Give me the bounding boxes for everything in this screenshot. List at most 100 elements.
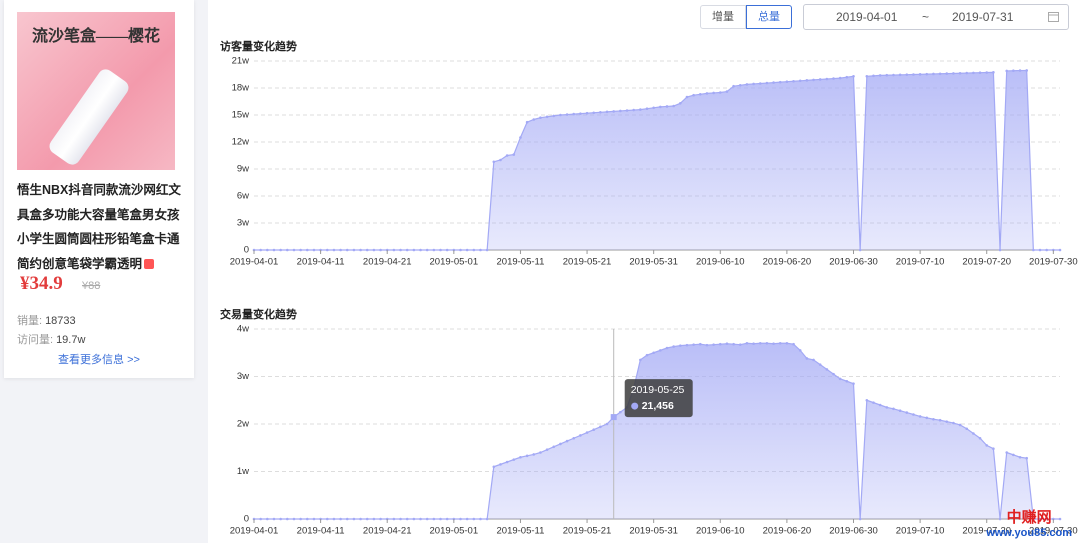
y-tick-label: 21w: [232, 56, 250, 67]
point: [592, 428, 596, 432]
total-button[interactable]: 总量: [746, 5, 792, 29]
point: [725, 342, 729, 346]
x-tick-label: 2019-05-31: [629, 257, 678, 268]
product-title-box: 悟生NBX抖音同款流沙网红文具盒多功能大容量笔盒男女孩小学生圆筒圆柱形铅笔盒卡通…: [17, 178, 183, 276]
point: [412, 248, 416, 252]
point: [399, 517, 402, 521]
tooltip-point: [610, 414, 617, 421]
point: [439, 248, 442, 252]
point: [512, 153, 516, 156]
point: [565, 113, 569, 116]
point: [692, 343, 695, 346]
point: [345, 248, 349, 252]
more-link[interactable]: 查看更多信息 >>: [58, 354, 140, 366]
point: [938, 418, 942, 422]
point: [525, 120, 529, 124]
point: [539, 116, 542, 119]
point: [738, 84, 742, 87]
y-tick-label: 18w: [232, 83, 250, 94]
point: [1032, 248, 1035, 252]
point: [845, 75, 849, 79]
point: [325, 517, 329, 521]
point: [818, 78, 822, 81]
watermark-name: 中赚网: [1006, 509, 1052, 526]
point: [472, 517, 476, 521]
chart-title: 交易量变化趋势: [220, 307, 297, 321]
point: [632, 108, 635, 112]
point: [952, 421, 955, 425]
point: [778, 341, 782, 345]
point: [705, 92, 709, 95]
point: [299, 248, 302, 252]
y-tick-label: 3w: [237, 218, 249, 229]
point: [605, 422, 609, 426]
point: [1032, 517, 1035, 521]
sales-label: 销量:: [17, 315, 43, 327]
point: [425, 517, 429, 521]
x-tick-label: 2019-04-01: [230, 526, 279, 537]
x-tick-label: 2019-07-20: [962, 257, 1011, 268]
point: [872, 401, 875, 404]
point: [359, 248, 362, 252]
x-tick-label: 2019-04-21: [363, 526, 412, 537]
point: [912, 413, 915, 416]
point: [339, 517, 342, 521]
point: [858, 248, 862, 252]
point: [838, 76, 842, 80]
point: [339, 248, 342, 252]
point: [279, 517, 282, 521]
point: [785, 341, 789, 345]
x-tick-label: 2019-06-20: [763, 257, 812, 268]
point: [305, 517, 309, 521]
point: [599, 111, 602, 114]
point: [432, 248, 436, 252]
point: [532, 453, 536, 456]
point: [905, 73, 909, 76]
point: [725, 90, 729, 93]
chart-title: 访客量变化趋势: [220, 39, 297, 53]
point: [465, 517, 469, 521]
point: [998, 248, 1002, 252]
visits-label: 访问量:: [17, 334, 54, 346]
point: [878, 403, 882, 407]
point: [998, 517, 1002, 521]
point: [885, 406, 889, 409]
point: [379, 248, 382, 252]
product-title[interactable]: 悟生NBX抖音同款流沙网红文具盒多功能大容量笔盒男女孩小学生圆筒圆柱形铅笔盒卡通…: [17, 183, 181, 271]
point: [519, 455, 522, 459]
point: [612, 110, 616, 113]
product-image[interactable]: 流沙笔盒——樱花: [17, 12, 175, 170]
point: [838, 377, 842, 381]
tooltip-dot: [631, 402, 639, 410]
point: [852, 75, 855, 78]
point: [845, 379, 849, 383]
point: [505, 460, 509, 464]
point: [1058, 517, 1062, 521]
point: [798, 349, 802, 352]
date-range[interactable]: 2019-04-01 ~ 2019-07-31: [803, 4, 1069, 30]
point: [679, 102, 682, 105]
point: [359, 517, 362, 521]
product-card: 流沙笔盒——樱花 悟生NBX抖音同款流沙网红文具盒多功能大容量笔盒男女孩小学生圆…: [4, 0, 194, 378]
point: [958, 423, 962, 427]
point: [1045, 517, 1048, 521]
point: [812, 358, 815, 362]
point: [978, 71, 982, 74]
point: [572, 436, 576, 440]
point: [659, 105, 662, 109]
point: [805, 79, 809, 82]
point: [1018, 455, 1022, 459]
point: [405, 517, 409, 521]
point: [665, 105, 669, 108]
point: [918, 415, 922, 418]
point: [292, 517, 296, 521]
point: [352, 517, 356, 521]
point: [539, 451, 542, 454]
increment-button[interactable]: 增量: [700, 5, 746, 29]
point: [1012, 453, 1015, 457]
sales: 18733: [45, 315, 76, 327]
calendar-icon: [1048, 12, 1059, 22]
point: [1045, 248, 1048, 252]
point: [505, 154, 509, 157]
point: [872, 74, 875, 78]
